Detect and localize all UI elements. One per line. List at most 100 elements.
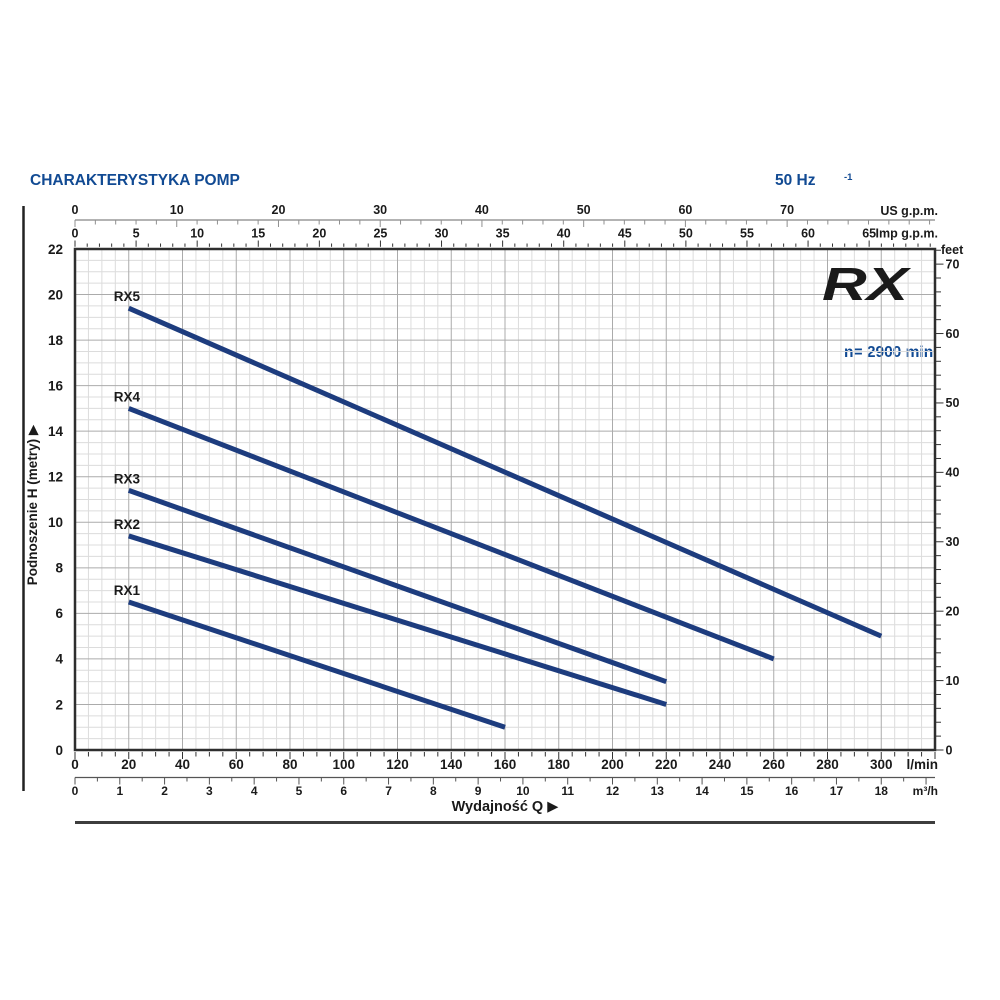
feet-tick-label: 30	[946, 535, 960, 549]
curve-RX5	[127, 305, 883, 639]
imp-gpm-tick-label: 25	[373, 227, 387, 241]
lmin-tick-label: 60	[229, 757, 244, 772]
lmin-tick-label: 260	[762, 757, 785, 772]
us-gpm-tick-label: 0	[72, 203, 79, 217]
feet-tick-label: 40	[946, 466, 960, 480]
feet-tick-label: 70	[946, 257, 960, 271]
imp-gpm-tick-label: 15	[251, 227, 265, 241]
page-title: CHARAKTERYSTYKA POMP	[30, 172, 240, 189]
feet-tick-label: 20	[946, 604, 960, 618]
m3h-tick-label: 14	[695, 784, 709, 798]
lmin-tick-label: 20	[121, 757, 136, 772]
m3h-tick-label: 4	[251, 784, 258, 798]
m3h-tick-label: 13	[651, 784, 665, 798]
feet-tick-label: 60	[946, 327, 960, 341]
speed-value: n= 2900 min	[844, 344, 934, 361]
imp-gpm-tick-label: 45	[618, 227, 632, 241]
imp-gpm-tick-label: 30	[435, 227, 449, 241]
feet-tick-label: 0	[946, 743, 953, 757]
m3h-tick-label: 6	[340, 784, 347, 798]
imp-gpm-tick-label: 10	[190, 227, 204, 241]
m3h-tick-label: 9	[475, 784, 482, 798]
lmin-tick-label: 240	[709, 757, 732, 772]
meters-tick-label: 16	[48, 378, 64, 393]
curve-RX2	[128, 533, 667, 707]
m3h-tick-label: 1	[116, 784, 123, 798]
imp-gpm-tick-label: 35	[496, 227, 510, 241]
us-gpm-unit-label: US g.p.m.	[880, 204, 938, 218]
m3h-tick-label: 5	[296, 784, 303, 798]
plot-border	[73, 247, 937, 752]
speed-exponent: -1	[844, 172, 853, 183]
curve-label-RX1: RX1	[114, 583, 141, 598]
imp-gpm-tick-label: 5	[133, 227, 140, 241]
imp-gpm-unit-label: Imp g.p.m.	[876, 227, 939, 241]
meters-tick-label: 12	[48, 470, 63, 485]
lmin-tick-label: 160	[494, 757, 517, 772]
m3h-tick-label: 12	[606, 784, 620, 798]
imp-gpm-tick-label: 50	[679, 227, 693, 241]
meters-tick-label: 22	[48, 242, 63, 257]
m3h-tick-label: 7	[385, 784, 392, 798]
us-gpm-tick-label: 60	[678, 203, 692, 217]
m3h-tick-label: 18	[875, 784, 889, 798]
lmin-unit-label: l/min	[906, 757, 938, 772]
m3h-tick-label: 2	[161, 784, 168, 798]
meters-tick-label: 20	[48, 287, 63, 302]
lmin-tick-label: 280	[816, 757, 839, 772]
m3h-tick-label: 0	[72, 784, 79, 798]
m3h-tick-label: 10	[516, 784, 530, 798]
feet-tick-label: 50	[946, 396, 960, 410]
lmin-tick-label: 300	[870, 757, 893, 772]
imp-gpm-tick-label: 55	[740, 227, 754, 241]
meters-tick-label: 4	[55, 652, 63, 667]
x-axis-title: Wydajność Q ▶	[452, 799, 560, 815]
m3h-unit-label: m³/h	[913, 784, 938, 798]
m3h-tick-label: 8	[430, 784, 437, 798]
us-gpm-tick-label: 10	[170, 203, 184, 217]
m3h-tick-label: 3	[206, 784, 213, 798]
curve-RX1	[127, 599, 506, 730]
curve-label-RX4: RX4	[114, 389, 141, 404]
imp-gpm-tick-label: 20	[312, 227, 326, 241]
meters-tick-label: 14	[48, 424, 64, 439]
meters-tick-label: 0	[55, 743, 63, 758]
curve-RX3	[127, 488, 668, 685]
frequency-label: 50 Hz	[775, 172, 816, 189]
lmin-tick-label: 200	[601, 757, 624, 772]
m3h-tick-label: 16	[785, 784, 799, 798]
curve-label-RX5: RX5	[114, 289, 141, 304]
speed-label: n= 2900 min -1	[844, 172, 933, 361]
lmin-tick-label: 120	[386, 757, 409, 772]
lmin-tick-label: 140	[440, 757, 463, 772]
imp-gpm-tick-label: 40	[557, 227, 571, 241]
lmin-tick-label: 80	[282, 757, 297, 772]
us-gpm-tick-label: 20	[272, 203, 286, 217]
us-gpm-tick-label: 30	[373, 203, 387, 217]
meters-tick-label: 8	[55, 561, 63, 576]
feet-tick-label: 10	[946, 674, 960, 688]
curve-RX4	[127, 406, 775, 662]
curve-label-RX3: RX3	[114, 471, 141, 486]
m3h-tick-label: 15	[740, 784, 754, 798]
us-gpm-tick-label: 50	[577, 203, 591, 217]
meters-tick-label: 6	[55, 606, 63, 621]
meters-tick-label: 10	[48, 515, 63, 530]
m3h-tick-label: 11	[561, 784, 574, 798]
feet-unit-label: feet	[941, 243, 964, 257]
imp-gpm-tick-label: 0	[72, 227, 79, 241]
lmin-tick-label: 100	[332, 757, 355, 772]
lmin-tick-label: 40	[175, 757, 190, 772]
curve-label-RX2: RX2	[114, 517, 140, 532]
meters-tick-label: 2	[55, 697, 63, 712]
imp-gpm-tick-label: 65	[862, 227, 876, 241]
lmin-tick-label: 180	[547, 757, 570, 772]
y-axis-title: Podnoszenie H (metry) ▶	[25, 424, 40, 585]
brand-logo: RX	[822, 258, 911, 310]
meters-tick-label: 18	[48, 333, 64, 348]
lmin-tick-label: 220	[655, 757, 678, 772]
imp-gpm-tick-label: 60	[801, 227, 815, 241]
lmin-tick-label: 0	[71, 757, 79, 772]
